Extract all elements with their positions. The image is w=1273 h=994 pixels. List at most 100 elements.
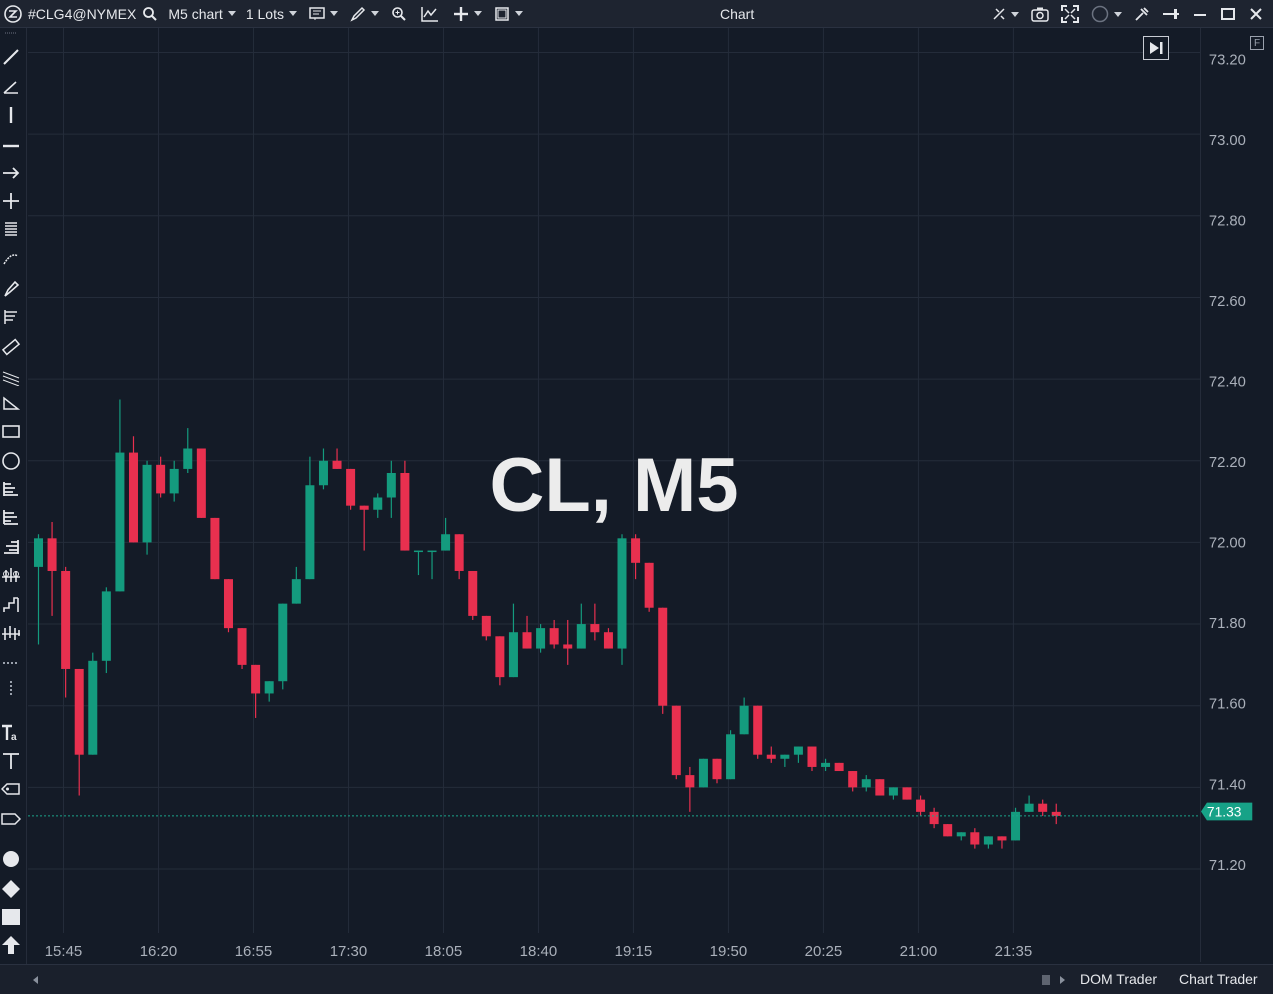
candle	[970, 828, 980, 849]
candle	[617, 534, 627, 665]
candle-body	[631, 538, 641, 563]
y-tick-label: 72.00	[1209, 536, 1246, 552]
square-marker-icon[interactable]	[0, 906, 22, 928]
arrow-up-marker-icon[interactable]	[0, 934, 22, 956]
candle-body	[603, 632, 613, 649]
candle	[142, 460, 152, 555]
indicators-icon[interactable]	[418, 0, 442, 28]
candle	[753, 705, 763, 759]
lots-dropdown[interactable]: 1 Lots	[243, 0, 300, 28]
candle-body	[1038, 803, 1048, 812]
channel-icon[interactable]	[0, 366, 22, 388]
cycle-lines-icon[interactable]	[0, 622, 22, 644]
candle-body	[47, 538, 57, 571]
ruler-icon[interactable]	[0, 336, 22, 358]
tag-icon[interactable]	[0, 808, 22, 830]
candle-body	[943, 824, 953, 837]
y-axis-ticks: 73.20 73.00 72.80 72.60 72.40 72.20 72.00 71.80…	[1209, 52, 1246, 873]
candle-body	[128, 452, 138, 543]
candle	[536, 624, 546, 653]
fullscreen-icon[interactable]	[1058, 0, 1082, 28]
symbol-search-icon[interactable]	[139, 0, 161, 28]
maximize-icon[interactable]	[1217, 0, 1239, 28]
candle-body	[698, 758, 708, 788]
dotted-hline-icon[interactable]	[0, 652, 22, 674]
text-icon[interactable]	[0, 750, 22, 772]
vertical-line-icon[interactable]	[0, 104, 22, 126]
candle	[101, 587, 111, 674]
volume-profile-icon[interactable]	[0, 506, 22, 528]
templates-button[interactable]	[491, 0, 526, 28]
scroll-left-icon[interactable]	[33, 976, 38, 984]
trend-line-icon[interactable]	[0, 46, 22, 68]
step-line-icon[interactable]	[0, 594, 22, 616]
histogram-left-icon[interactable]	[0, 478, 22, 500]
tab-chart-trader[interactable]: Chart Trader	[1179, 971, 1258, 987]
candle-body	[753, 705, 763, 755]
candle	[1038, 799, 1048, 816]
symbol-label[interactable]: #CLG4@NYMEX	[28, 5, 137, 22]
scroll-thumb[interactable]	[1042, 975, 1050, 985]
text-box-icon[interactable]: a	[0, 722, 22, 744]
candle	[712, 758, 722, 784]
parallel-lines-icon[interactable]	[0, 218, 22, 240]
dot-marker-icon[interactable]	[0, 848, 22, 870]
jump-to-latest-button[interactable]	[1143, 36, 1169, 60]
app-logo-icon[interactable]	[0, 0, 25, 28]
price-axis[interactable]: 73.20 73.00 72.80 72.60 72.40 72.20 72.00 71.80…	[1200, 28, 1273, 962]
candle-body	[318, 460, 328, 486]
x-tick-label: 16:55	[235, 943, 273, 960]
curve-line-icon[interactable]	[0, 248, 22, 270]
fibonacci-icon[interactable]	[0, 306, 22, 328]
brush-icon[interactable]	[0, 278, 22, 300]
close-icon[interactable]	[1245, 0, 1267, 28]
candle-body	[875, 779, 885, 796]
circle-status-icon[interactable]	[1088, 0, 1125, 28]
crosshair-icon[interactable]	[0, 190, 22, 212]
axis-fit-button[interactable]: F	[1250, 36, 1264, 50]
candle	[739, 697, 749, 735]
candle-body	[427, 550, 437, 553]
drawing-pen-button[interactable]	[347, 0, 382, 28]
timeframe-dropdown[interactable]: M5 chart	[165, 0, 238, 28]
camera-icon[interactable]	[1028, 0, 1052, 28]
tools-icon[interactable]	[1131, 0, 1153, 28]
candle	[251, 664, 261, 718]
scroll-right-icon[interactable]	[1060, 976, 1065, 984]
candle-body	[495, 636, 505, 678]
rectangle-icon[interactable]	[0, 420, 22, 442]
candlestick-plot[interactable]: CL, M5 15:45 16:20 16:55 17:30 18:05 18:40 19:…	[28, 28, 1200, 962]
angle-line-icon[interactable]	[0, 76, 22, 98]
minimize-icon[interactable]	[1189, 0, 1211, 28]
window-title: Chart	[720, 6, 755, 22]
candle-body	[441, 534, 451, 551]
candle-body	[373, 497, 383, 510]
tab-dom-trader[interactable]: DOM Trader	[1080, 971, 1158, 987]
candle	[590, 603, 600, 641]
candle-body	[888, 787, 898, 796]
pitchfork-icon[interactable]	[0, 564, 22, 586]
y-tick-label: 72.60	[1209, 294, 1246, 310]
triangle-icon[interactable]	[0, 392, 22, 414]
one-click-trading-icon[interactable]	[989, 0, 1022, 28]
candle-body	[1051, 811, 1061, 816]
horizontal-scrollbar[interactable]	[28, 973, 1068, 987]
zoom-icon[interactable]	[388, 0, 410, 28]
candle-body	[237, 628, 247, 665]
pin-icon[interactable]	[1159, 0, 1183, 28]
candle	[983, 836, 993, 849]
price-label-icon[interactable]	[0, 778, 22, 800]
candle-body	[970, 832, 980, 845]
ellipse-icon[interactable]	[0, 450, 22, 472]
diamond-marker-icon[interactable]	[0, 878, 22, 900]
candle	[563, 619, 573, 665]
candle	[318, 448, 328, 490]
candle-body	[739, 705, 749, 735]
horizontal-line-icon[interactable]	[0, 132, 22, 154]
histogram-right-icon[interactable]	[0, 536, 22, 558]
add-crosshair-button[interactable]	[450, 0, 485, 28]
dotted-vline-icon[interactable]	[0, 678, 22, 700]
arrow-line-icon[interactable]	[0, 162, 22, 184]
chart-type-button[interactable]	[306, 0, 341, 28]
drag-handle-icon[interactable]	[0, 28, 22, 38]
